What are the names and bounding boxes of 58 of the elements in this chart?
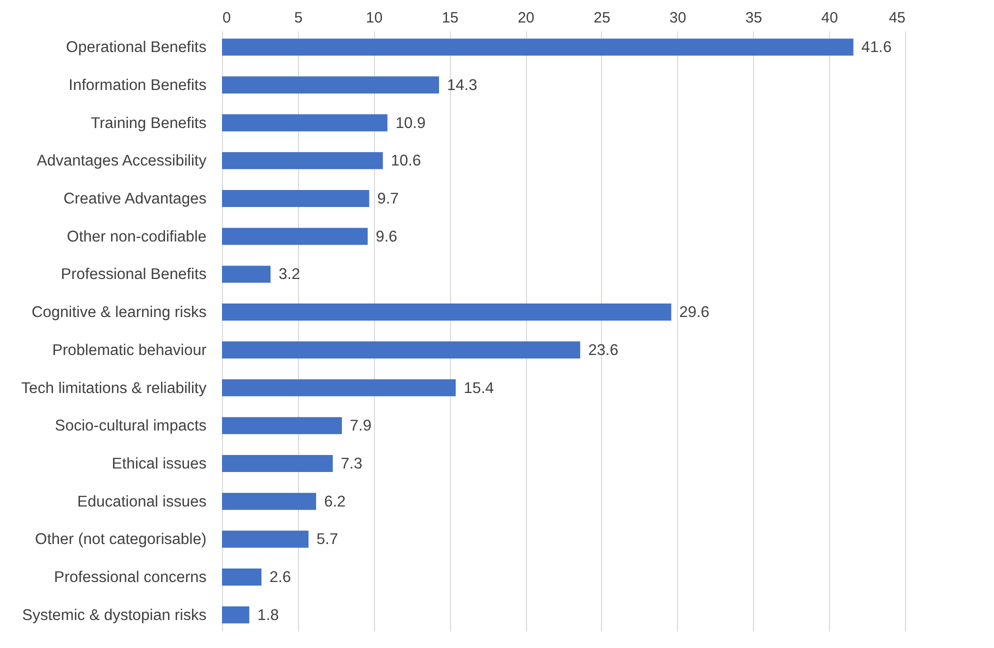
bar <box>222 341 580 358</box>
bar <box>222 530 309 548</box>
y-tick-label: Tech limitations & reliability <box>21 380 207 397</box>
data-label: 14.3 <box>447 76 478 94</box>
bar <box>222 568 262 586</box>
data-label: 3.2 <box>278 266 300 284</box>
y-tick-label: Information Benefits <box>68 76 207 94</box>
data-label: 7.3 <box>340 455 362 472</box>
x-tick-label: 15 <box>442 10 459 26</box>
bar <box>222 266 271 283</box>
x-tick-label: 45 <box>888 10 906 26</box>
x-tick-label: 10 <box>366 10 383 26</box>
y-tick-label: Educational issues <box>77 493 207 510</box>
x-tick-label: 30 <box>669 10 686 26</box>
bar <box>222 417 342 434</box>
data-label: 15.4 <box>464 380 494 397</box>
bar <box>222 228 368 245</box>
x-tick-label: 40 <box>821 10 838 26</box>
x-tick-label: 0 <box>222 10 231 26</box>
y-tick-label: Socio-cultural impacts <box>54 418 207 435</box>
x-tick-label: 20 <box>518 10 534 26</box>
bar <box>222 38 854 56</box>
y-tick-label: Creative Advantages <box>63 190 207 208</box>
data-label: 41.6 <box>861 39 892 56</box>
data-label: 23.6 <box>588 342 618 359</box>
bar <box>222 304 672 321</box>
data-label: 29.6 <box>679 304 710 322</box>
y-tick-label: Training Benefits <box>90 114 207 132</box>
x-tick-label: 35 <box>745 10 762 26</box>
bar <box>222 190 370 208</box>
bar <box>222 454 333 472</box>
bar <box>222 606 250 624</box>
x-tick-label: 5 <box>294 10 303 26</box>
y-tick-label: Systemic & dystopian risks <box>22 606 207 624</box>
bar <box>222 76 440 94</box>
data-label: 9.7 <box>377 190 399 208</box>
y-tick-label: Cognitive & learning risks <box>32 304 207 322</box>
bar <box>222 492 316 510</box>
y-tick-label: Other (not categorisable) <box>35 531 206 548</box>
bar <box>222 379 456 396</box>
data-label: 6.2 <box>324 493 346 510</box>
data-label: 5.7 <box>316 531 338 548</box>
data-label: 2.6 <box>269 569 292 586</box>
data-label: 7.9 <box>350 418 372 435</box>
data-label: 10.9 <box>395 114 426 132</box>
bar <box>222 152 383 170</box>
bar <box>222 114 388 132</box>
y-tick-label: Other non-codifiable <box>66 228 206 246</box>
data-label: 1.8 <box>257 606 279 624</box>
y-tick-label: Problematic behaviour <box>52 342 206 359</box>
y-tick-label: Operational Benefits <box>66 39 207 56</box>
y-tick-label: Ethical issues <box>112 455 207 472</box>
x-tick-label: 25 <box>594 10 610 26</box>
data-label: 10.6 <box>390 152 422 170</box>
data-label: 9.6 <box>376 228 398 246</box>
y-tick-label: Advantages Accessibility <box>36 152 207 170</box>
y-tick-label: Professional Benefits <box>60 266 207 284</box>
y-tick-label: Professional concerns <box>54 569 207 586</box>
